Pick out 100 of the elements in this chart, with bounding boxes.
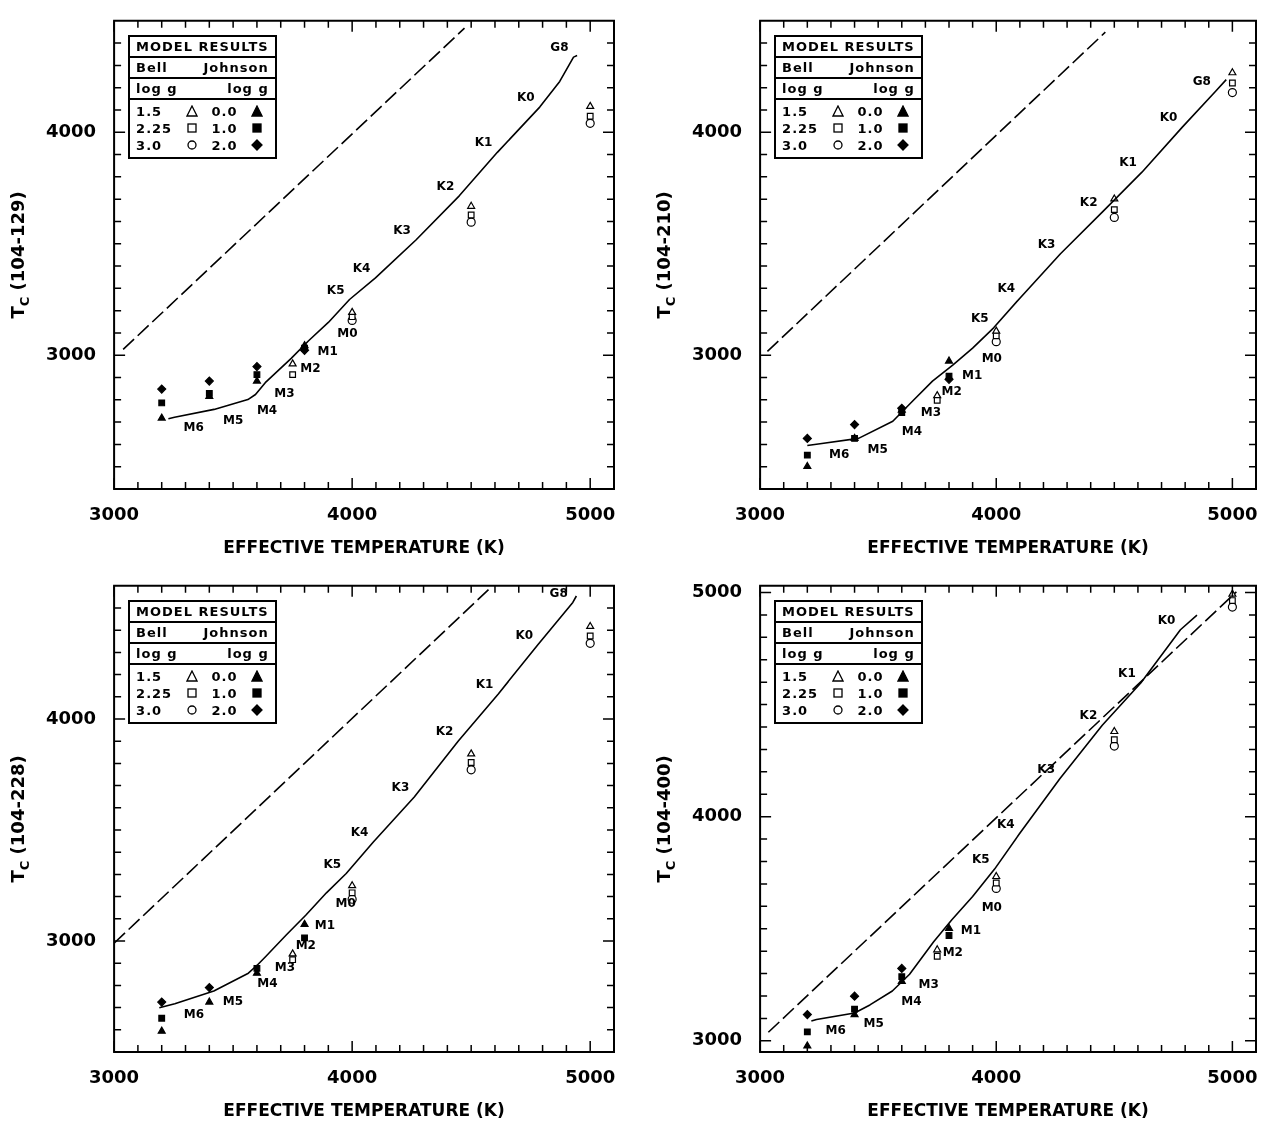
legend-label: 1.0 (857, 120, 885, 136)
annotation: K3 (391, 780, 410, 795)
x-tick-label: 4000 (971, 503, 1022, 525)
annotation: K3 (1037, 236, 1056, 251)
annotation: K2 (1079, 195, 1098, 209)
annotation: Bell (136, 59, 168, 75)
annotation: G8 (1192, 74, 1211, 89)
legend-label: 1.0 (211, 120, 239, 136)
x-axis-title: EFFECTIVE TEMPERATURE (K) (223, 1100, 505, 1121)
annotation: K2 (435, 724, 454, 739)
annotation: K1 (475, 677, 494, 692)
annotation: log g (873, 80, 915, 96)
legend-label: 0.0 (857, 668, 885, 684)
y-axis-title: TC (104-228) (7, 755, 32, 883)
annotation: M5 (867, 441, 888, 456)
x-tick-label: 3000 (735, 503, 786, 525)
annotation: M4 (256, 402, 278, 417)
annotation: K4 (997, 281, 1016, 296)
annotation: K4 (996, 816, 1015, 831)
x-tick-label: 5000 (565, 1066, 616, 1088)
annotation: M5 (863, 1016, 884, 1031)
annotation: K4 (350, 825, 369, 840)
annotation: K3 (393, 223, 411, 238)
annotation: K1 (1118, 666, 1136, 681)
annotation: K5 (326, 282, 345, 297)
legend-label: 2.0 (857, 702, 885, 718)
annotation: M1 (962, 367, 983, 382)
y-tick-label: 3000 (45, 928, 97, 950)
y-tick-label: 4000 (45, 119, 97, 141)
x-tick-label: 3000 (735, 1066, 786, 1088)
x-tick-label: 3000 (89, 1066, 140, 1088)
x-tick-label: 4000 (327, 1066, 378, 1088)
annotation: M2 (941, 384, 962, 399)
annotation: Johnson (849, 624, 915, 640)
x-tick-label: 5000 (565, 503, 616, 525)
annotation: log g (136, 645, 178, 661)
y-tick-label: 3000 (691, 342, 743, 364)
annotation: M1 (317, 343, 338, 358)
annotation: M6 (829, 446, 850, 461)
legend-label: 2.25 (136, 120, 174, 136)
annotation: K1 (474, 135, 493, 150)
annotation: K0 (515, 627, 534, 642)
legend-label: 1.5 (136, 103, 164, 119)
annotation: log g (782, 80, 824, 96)
annotation: M0 (981, 351, 1002, 366)
annotation: K5 (971, 852, 990, 867)
annotation: M3 (920, 405, 941, 420)
annotation: G8 (549, 585, 568, 600)
annotation: K1 (1119, 155, 1137, 170)
legend-label: 0.0 (857, 103, 885, 119)
legend-label: 2.25 (782, 120, 820, 136)
legend-label: 1.5 (136, 668, 164, 684)
legend-label: 2.0 (211, 702, 239, 718)
legend-label: 2.25 (136, 685, 174, 701)
annotation: K0 (517, 90, 535, 105)
legend-title: MODEL RESULTS (776, 36, 921, 58)
y-axis-title: TC (104-210) (653, 191, 678, 319)
annotation: K4 (352, 260, 371, 275)
legend-label: 3.0 (782, 702, 810, 718)
annotation: M2 (295, 937, 316, 952)
x-axis-title: EFFECTIVE TEMPERATURE (K) (867, 1100, 1149, 1121)
legend-label: 0.0 (211, 668, 239, 684)
annotation: K2 (436, 178, 455, 193)
x-tick-label: 4000 (971, 1066, 1022, 1088)
y-tick-label: 3000 (691, 1028, 743, 1050)
annotation: Bell (782, 59, 814, 75)
legend-title: MODEL RESULTS (776, 601, 921, 623)
legend-label: 3.0 (782, 137, 810, 153)
y-tick-label: 4000 (691, 119, 743, 141)
legend-label: 1.5 (782, 103, 810, 119)
x-axis-title: EFFECTIVE TEMPERATURE (K) (223, 537, 505, 558)
x-tick-label: 5000 (1207, 503, 1258, 525)
annotation: log g (782, 645, 824, 661)
annotation: K0 (1159, 110, 1178, 125)
annotation: M3 (274, 385, 295, 400)
legend-title: MODEL RESULTS (130, 36, 275, 58)
y-axis-title: TC (104-129) (7, 191, 32, 319)
annotation: M4 (901, 994, 922, 1009)
x-tick-label: 5000 (1207, 1066, 1258, 1088)
x-tick-label: 4000 (327, 503, 378, 525)
y-tick-label: 4000 (691, 804, 743, 826)
legend-label: 1.5 (782, 668, 810, 684)
legend-label: 2.0 (211, 137, 239, 153)
legend-label: 0.0 (211, 103, 239, 119)
annotation: M3 (274, 959, 296, 974)
legend-label: 1.0 (857, 685, 885, 701)
annotation: log g (227, 645, 269, 661)
annotation: M6 (183, 1006, 205, 1021)
annotation: M0 (335, 895, 356, 910)
legend-title: MODEL RESULTS (130, 601, 275, 623)
annotation: Bell (136, 624, 168, 640)
annotation: M0 (981, 899, 1002, 914)
y-tick-label: 4000 (45, 706, 97, 728)
legend-label: 3.0 (136, 702, 164, 718)
y-tick-label: 3000 (45, 342, 97, 364)
annotation: M0 (337, 325, 358, 340)
y-axis-title: TC (104-400) (653, 755, 678, 883)
legend-label: 3.0 (136, 137, 164, 153)
annotation: K5 (970, 310, 989, 325)
annotation: log g (873, 645, 915, 661)
